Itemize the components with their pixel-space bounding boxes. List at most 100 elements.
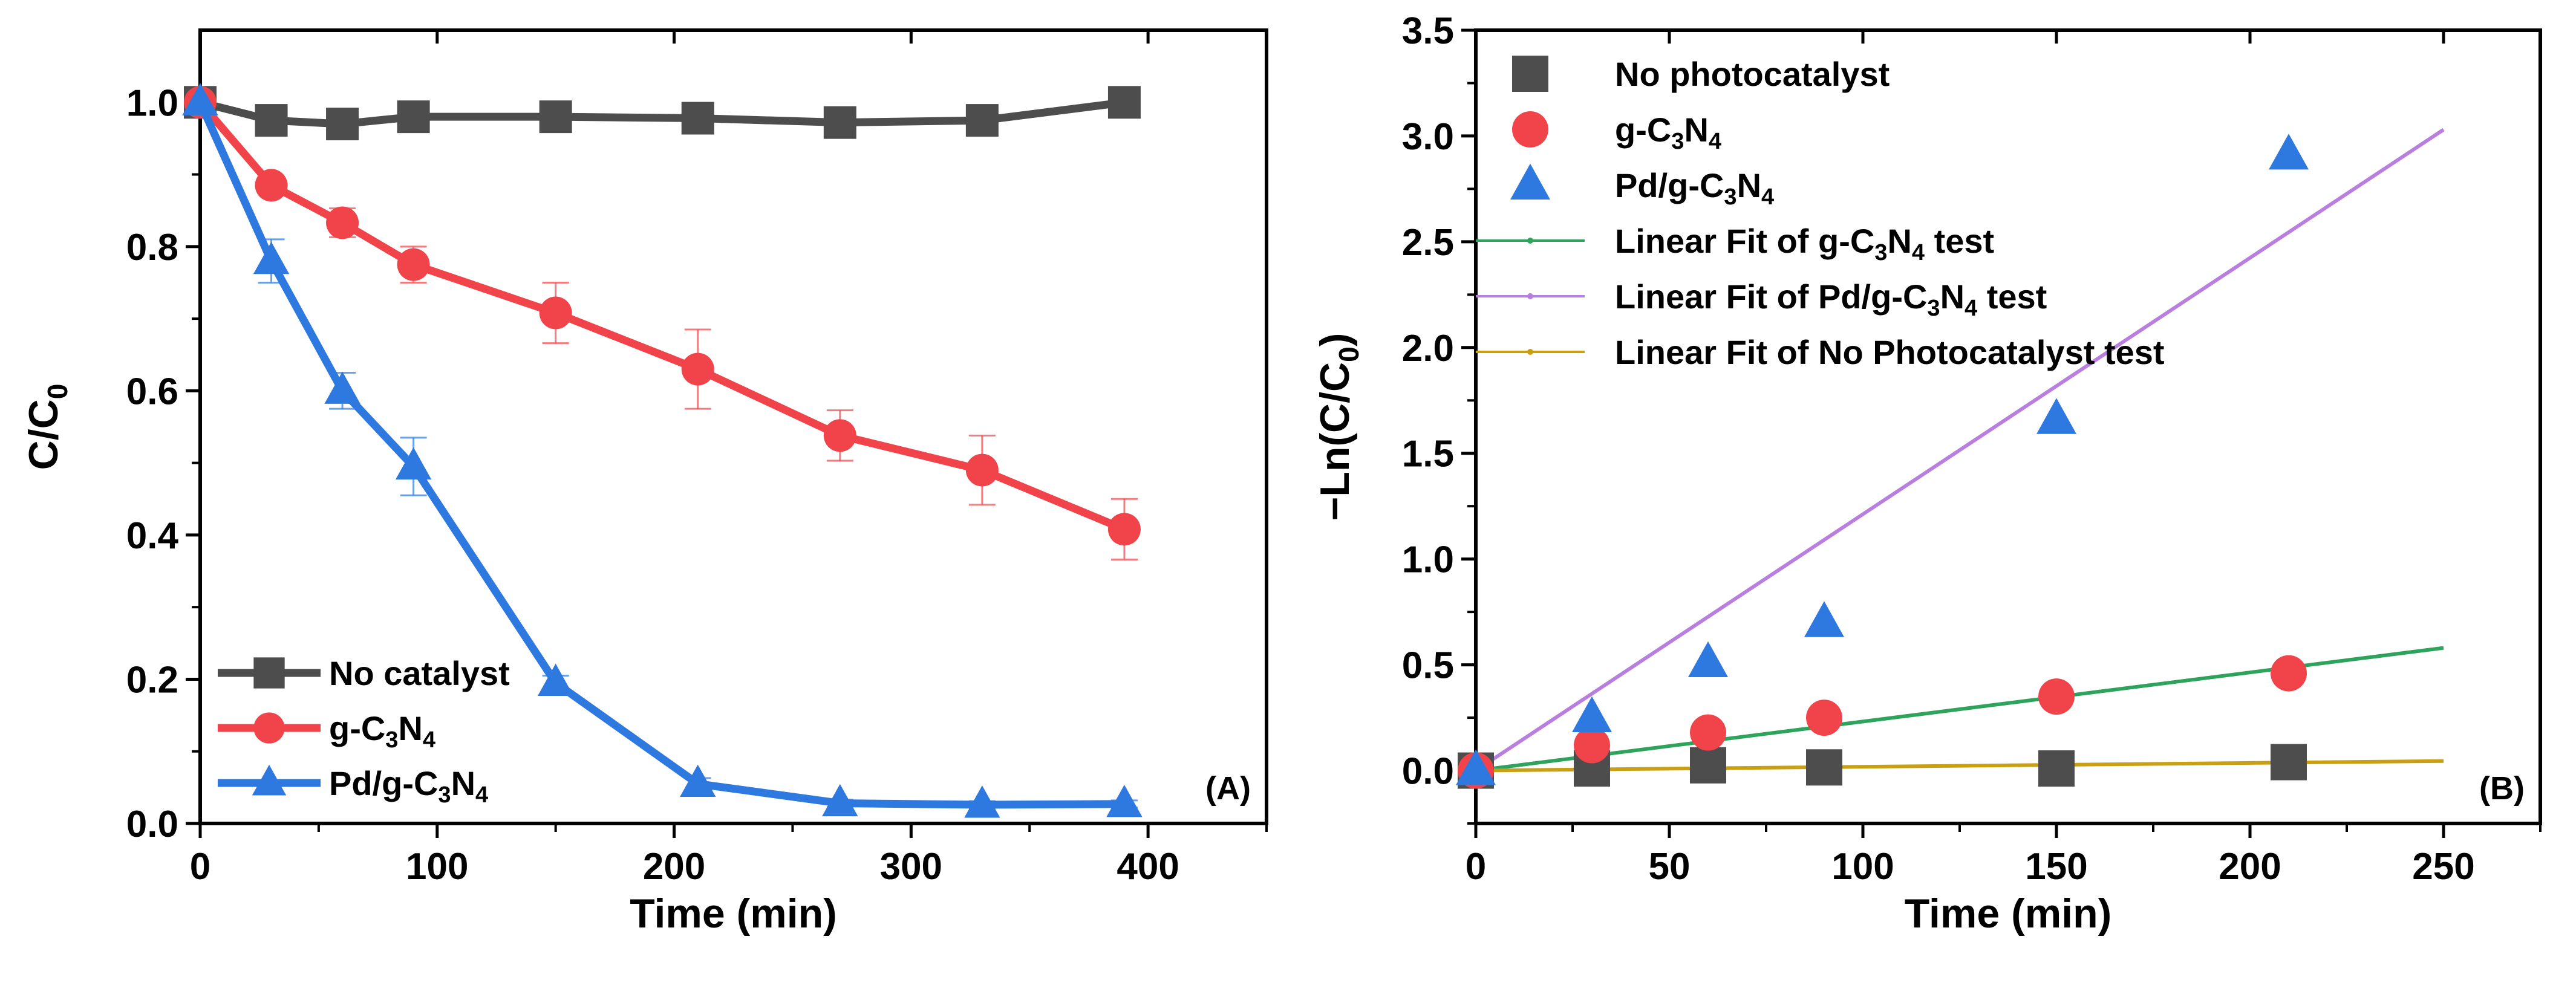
x-tick-label: 100 [1831, 846, 1894, 888]
legend-label-part: g-C [1615, 111, 1671, 149]
legend-label-part: Pd/g-C [329, 764, 438, 802]
fit-line-1 [1475, 128, 2445, 773]
legend-label-part: g-C [329, 709, 385, 747]
series-1 [184, 86, 1141, 560]
legend-label-part: Linear Fit of Pd/g-C [1615, 278, 1927, 316]
legend-label-part: Pd/g-C [1615, 166, 1724, 204]
y-tick-label: 2.5 [1402, 222, 1454, 264]
data-point [397, 100, 430, 134]
data-point [2036, 398, 2076, 434]
data-point [2269, 134, 2309, 170]
data-point [1806, 700, 1842, 736]
series-2 [182, 83, 1143, 818]
data-point [1572, 696, 1612, 733]
legend-label-part: N [1684, 111, 1708, 149]
data-point [965, 104, 999, 137]
legend-label-part: 3 [385, 727, 398, 753]
legend-label: g-C3N4 [329, 709, 435, 753]
legend-label-part: Linear Fit of g-C [1615, 222, 1874, 260]
data-point [253, 241, 290, 274]
y-tick-label: 0.5 [1402, 645, 1454, 687]
legend-label-part: 3 [1874, 240, 1887, 265]
plot-frame [1474, 28, 2542, 825]
legend-label: g-C3N4 [1615, 111, 1721, 154]
y-axis-title-sub: 0 [1333, 346, 1365, 362]
legend-label-part: N [1887, 222, 1911, 260]
legend-marker [1510, 163, 1550, 200]
legend-label-part: N [1940, 278, 1965, 316]
data-point [1690, 714, 1726, 751]
legend-label-part: N [451, 764, 475, 802]
legend-label: No catalyst [329, 654, 510, 692]
x-tick-label: 200 [2219, 846, 2281, 888]
legend-label-part: 3 [1927, 296, 1940, 321]
data-point [2038, 678, 2075, 715]
legend-label-part: N [398, 709, 422, 747]
y-axis-title: −Ln(C/C0) [1312, 333, 1365, 521]
y-axis-title: C/C0 [21, 384, 73, 470]
data-point [822, 784, 858, 817]
x-axis-title: Time (min) [630, 891, 837, 937]
x-tick-label: 200 [643, 846, 705, 888]
legend-marker [253, 712, 285, 744]
x-tick-label: 250 [2412, 846, 2474, 888]
data-point [539, 100, 572, 134]
legend-label-part: 4 [1709, 129, 1721, 154]
legend-label: Linear Fit of Pd/g-C3N4 test [1615, 278, 2047, 321]
legend-fit-marker [1527, 349, 1533, 355]
legend-label-part: 4 [1761, 184, 1774, 210]
data-point [1106, 784, 1143, 817]
data-point [965, 453, 999, 487]
data-point [964, 785, 1000, 818]
y-tick-label: 1.0 [1402, 539, 1454, 581]
data-point [397, 248, 430, 281]
series-2 [1456, 134, 2309, 785]
data-point [255, 104, 288, 137]
y-axis-title-main: C/C [21, 399, 67, 470]
y-tick-label: 2.0 [1402, 328, 1454, 369]
legend-marker [1512, 111, 1548, 148]
data-point [1456, 749, 1496, 785]
legend-label-part: 3 [1724, 184, 1736, 210]
legend-label: Linear Fit of g-C3N4 test [1615, 222, 1994, 265]
data-point [395, 447, 432, 480]
y-tick-label: 3.5 [1402, 10, 1454, 52]
y-axis-title-close: ) [1312, 333, 1358, 347]
x-tick-label: 300 [880, 846, 942, 888]
plot-area [182, 83, 1143, 818]
y-axis-title-main: −Ln(C/C [1312, 362, 1358, 521]
chart-panel-a: 0 100 200 300 400 0.0 0.2 0.4 0.6 0.8 1.0 Time (min… [21, 28, 1268, 937]
legend-label: Pd/g-C3N4 [329, 764, 488, 808]
legend-label-part: test [1977, 278, 2047, 316]
data-point [326, 108, 359, 141]
data-point [1690, 747, 1726, 784]
data-point [680, 764, 716, 797]
y-tick-label: 1.5 [1402, 434, 1454, 475]
y-tick-label: 0.0 [126, 804, 178, 845]
legend-marker [1512, 56, 1548, 92]
legend-label: Pd/g-C3N4 [1615, 166, 1774, 210]
x-tick-label: 50 [1649, 846, 1691, 888]
legend-label-part: No catalyst [329, 654, 510, 692]
legend-label-part: 4 [1912, 240, 1925, 265]
y-tick-label: 0.0 [1402, 751, 1454, 793]
data-point [681, 102, 714, 135]
data-point [1574, 727, 1610, 764]
y-tick-label: 0.2 [126, 659, 178, 701]
legend-label: Linear Fit of No Photocatalyst test [1615, 333, 2165, 371]
data-point [182, 83, 218, 115]
panel-label: (B) [2479, 770, 2525, 807]
legend-label-part: Linear Fit of No Photocatalyst test [1615, 333, 2165, 371]
data-point [1806, 749, 1842, 786]
y-axis-title-sub: 0 [42, 384, 73, 400]
legend-label-part: 4 [475, 782, 488, 808]
legend-label-part: 3 [1671, 129, 1684, 154]
legend-label: No photocatalyst [1615, 55, 1890, 93]
plot-frame [198, 28, 1268, 825]
data-point [537, 663, 574, 696]
legend-label-part: 4 [423, 727, 435, 753]
y-tick-label: 3.0 [1402, 116, 1454, 158]
x-tick-label: 150 [2025, 846, 2087, 888]
